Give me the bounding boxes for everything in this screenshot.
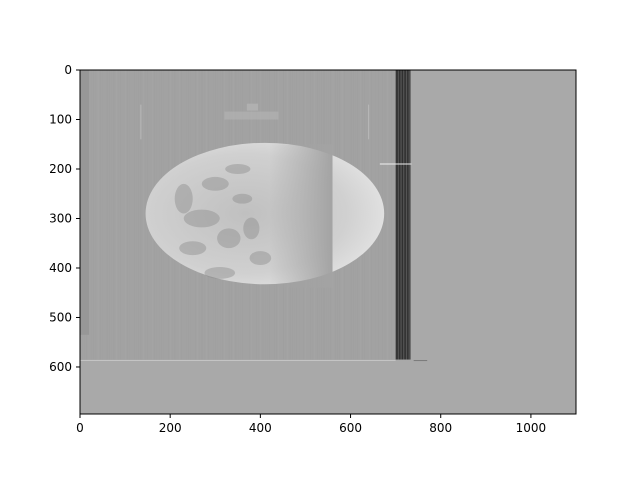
axes-frame	[79, 69, 577, 415]
earth-texture	[174, 164, 272, 279]
y-tick-label: 100	[49, 112, 72, 126]
dark-band	[395, 70, 411, 360]
y-tick-label: 600	[49, 360, 72, 374]
label-smudge	[224, 111, 279, 120]
x-tick-label: 800	[429, 421, 452, 435]
y-tick-label: 0	[64, 63, 72, 77]
x-tick-label: 0	[76, 421, 84, 435]
earth	[145, 142, 385, 288]
y-tick-label: 300	[49, 211, 72, 225]
left-strip	[80, 70, 90, 335]
plot-area	[80, 70, 576, 414]
y-tick-label: 200	[49, 162, 72, 176]
earth-terminator	[269, 144, 333, 288]
x-tick-label: 400	[249, 421, 272, 435]
x-tick-label: 200	[159, 421, 182, 435]
x-tick-label: 600	[339, 421, 362, 435]
label-smudge-small	[246, 103, 259, 111]
x-tick-label: 1000	[516, 421, 547, 435]
dark-band-lines	[396, 70, 410, 360]
y-tick-label: 500	[49, 310, 72, 324]
axes: 0 200 400 600 800 1000 0 100 200 300 400 500 600	[49, 63, 577, 435]
y-tick-label: 400	[49, 261, 72, 275]
